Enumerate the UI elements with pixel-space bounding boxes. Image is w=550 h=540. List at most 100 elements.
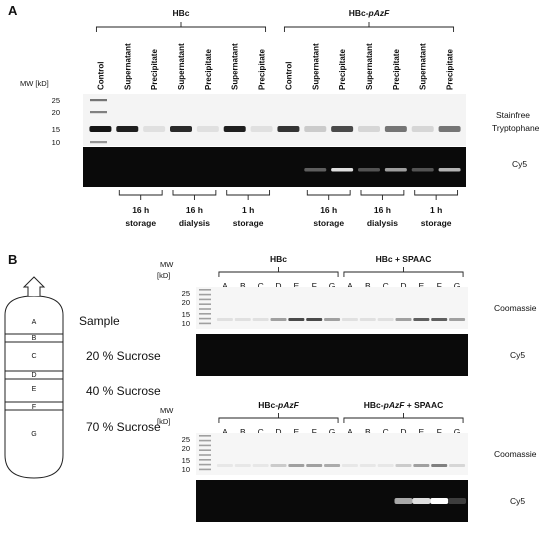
cy5-band [358, 168, 380, 172]
protein-band [89, 126, 112, 132]
gradient-label: 20 % Sucrose [86, 349, 161, 363]
protein-band [252, 318, 269, 321]
panel-b-bottom-group-title-part: HBc- [364, 400, 384, 410]
panel-b-top-lane-label: D [400, 281, 406, 291]
panel-a-cy5-label: Cy5 [512, 159, 527, 169]
panel-a-condition-line1: 1 h [430, 205, 442, 215]
protein-band [413, 464, 430, 467]
panel-b-top-coomassie-gel [196, 287, 468, 329]
panel-b-top-lane-label: A [347, 281, 353, 291]
ladder-band [199, 439, 211, 442]
protein-band [359, 318, 376, 321]
panel-a-lane-label: Control [284, 62, 293, 90]
ladder-band [199, 454, 211, 456]
panel-b-bottom-lane-label: C [258, 427, 264, 437]
ladder-band [199, 289, 211, 291]
panel-b-top-mw-unit: [kD] [157, 271, 170, 280]
panel-b-top-lane-label: G [454, 281, 461, 291]
cy5-band [430, 498, 449, 504]
panel-a-condition-line1: 16 h [132, 205, 149, 215]
protein-band [359, 464, 376, 467]
panel-a-condition-bracket [118, 190, 163, 200]
protein-band [250, 126, 273, 132]
panel-b-bottom-lane-label: C [383, 427, 389, 437]
panel-b-top-lane-label: A [222, 281, 228, 291]
panel-b-bottom-lane-label: E [294, 427, 300, 437]
tube-fraction-label: A [32, 319, 37, 326]
panel-b-bottom-mw-mark: 25 [182, 435, 190, 444]
protein-band [216, 464, 233, 467]
panel-b-bottom-group-title: HBc-pAzF [258, 400, 299, 410]
protein-band [216, 318, 233, 321]
panel-b-top-cy5-label: Cy5 [510, 350, 525, 360]
panel-b-bottom-mw-mark: 15 [182, 456, 190, 465]
sample-arrow [22, 276, 46, 296]
panel-b-top-lane-label: E [419, 281, 425, 291]
panel-b-bottom-group-bracket [218, 413, 339, 423]
cy5-band [412, 498, 431, 504]
cy5-band [438, 168, 461, 172]
panel-b-bottom-group-title-part: HBc- [258, 400, 278, 410]
protein-band [449, 464, 466, 467]
panel-b-bottom-group-title: HBc-pAzF + SPAAC [364, 400, 443, 410]
protein-band [449, 318, 466, 321]
panel-b-bottom-lane-label: B [240, 427, 246, 437]
protein-band [341, 318, 358, 321]
panel-a-condition-line1: 1 h [242, 205, 254, 215]
panel-b-bottom-cy5-label: Cy5 [510, 496, 525, 506]
protein-band [223, 126, 246, 132]
panel-a-cy5-gel [83, 147, 466, 187]
panel-b-top-mw-label: MW [160, 260, 174, 269]
gradient-tube: A B C DE F G [4, 276, 64, 479]
tube-fraction-label: E [32, 386, 37, 393]
tube-outline [4, 295, 64, 479]
panel-a-condition-line2: storage [313, 218, 344, 228]
protein-band [395, 318, 412, 321]
panel-a-lane-label: Control [96, 62, 105, 90]
protein-band [331, 126, 354, 132]
tube-fraction-label: B [32, 335, 37, 342]
panel-a-group-title-italic: pAzF [368, 8, 391, 18]
panel-b-bottom-lane-label: G [329, 427, 336, 437]
panel-a-group-title: HBc [172, 8, 189, 18]
panel-a-lane-label: Precipitate [392, 49, 401, 90]
panel-a-lane-label: Supernatant [419, 43, 428, 90]
panel-b-bottom-coomassie-label: Coomassie [494, 449, 537, 459]
ladder-band [199, 293, 211, 296]
panel-b-top-group-title: HBc [270, 254, 287, 264]
panel-a-condition-line1: 16 h [186, 205, 203, 215]
protein-band [170, 126, 192, 132]
panel-b-top-lane-label: D [275, 281, 281, 291]
panel-a-condition-bracket [306, 190, 351, 200]
panel-a-lane-label: Supernatant [365, 43, 374, 90]
panel-b-top-lane-label: C [258, 281, 264, 291]
gradient-label: 70 % Sucrose [86, 420, 161, 434]
cy5-band [331, 168, 354, 172]
panel-a-mw-mark: 20 [52, 108, 60, 117]
protein-band [324, 464, 341, 467]
panel-b-bottom-mw-mark: 20 [182, 444, 190, 453]
panel-a-condition-line2: dialysis [367, 218, 398, 228]
panel-a-lane-label: Supernatant [231, 43, 240, 90]
protein-band [277, 126, 300, 132]
protein-band [377, 318, 394, 321]
panel-b-bottom-lane-label: A [347, 427, 353, 437]
panel-b-bottom-group-title-italic: pAzF [383, 400, 406, 410]
cy5-band [384, 168, 407, 172]
panel-a-mw-mark: 25 [52, 96, 60, 105]
panel-b-top-mw-mark: 15 [182, 310, 190, 319]
gradient-label: 40 % Sucrose [86, 384, 161, 398]
panel-b-top-mw-mark: 10 [182, 319, 190, 328]
panel-a-label: A [8, 3, 18, 18]
protein-band [377, 464, 394, 467]
cy5-band [411, 168, 434, 172]
protein-band [413, 318, 430, 321]
panel-b-bottom-group-bracket [343, 413, 464, 423]
protein-band [196, 126, 219, 132]
panel-b-top-coomassie-label: Coomassie [494, 303, 537, 313]
panel-a-mw-label: MW [kD] [20, 79, 49, 88]
cy5-band [394, 498, 413, 504]
panel-b-bottom-coomassie-gel [196, 433, 468, 475]
protein-band [288, 318, 305, 321]
panel-b-top-mw-mark: 20 [182, 298, 190, 307]
